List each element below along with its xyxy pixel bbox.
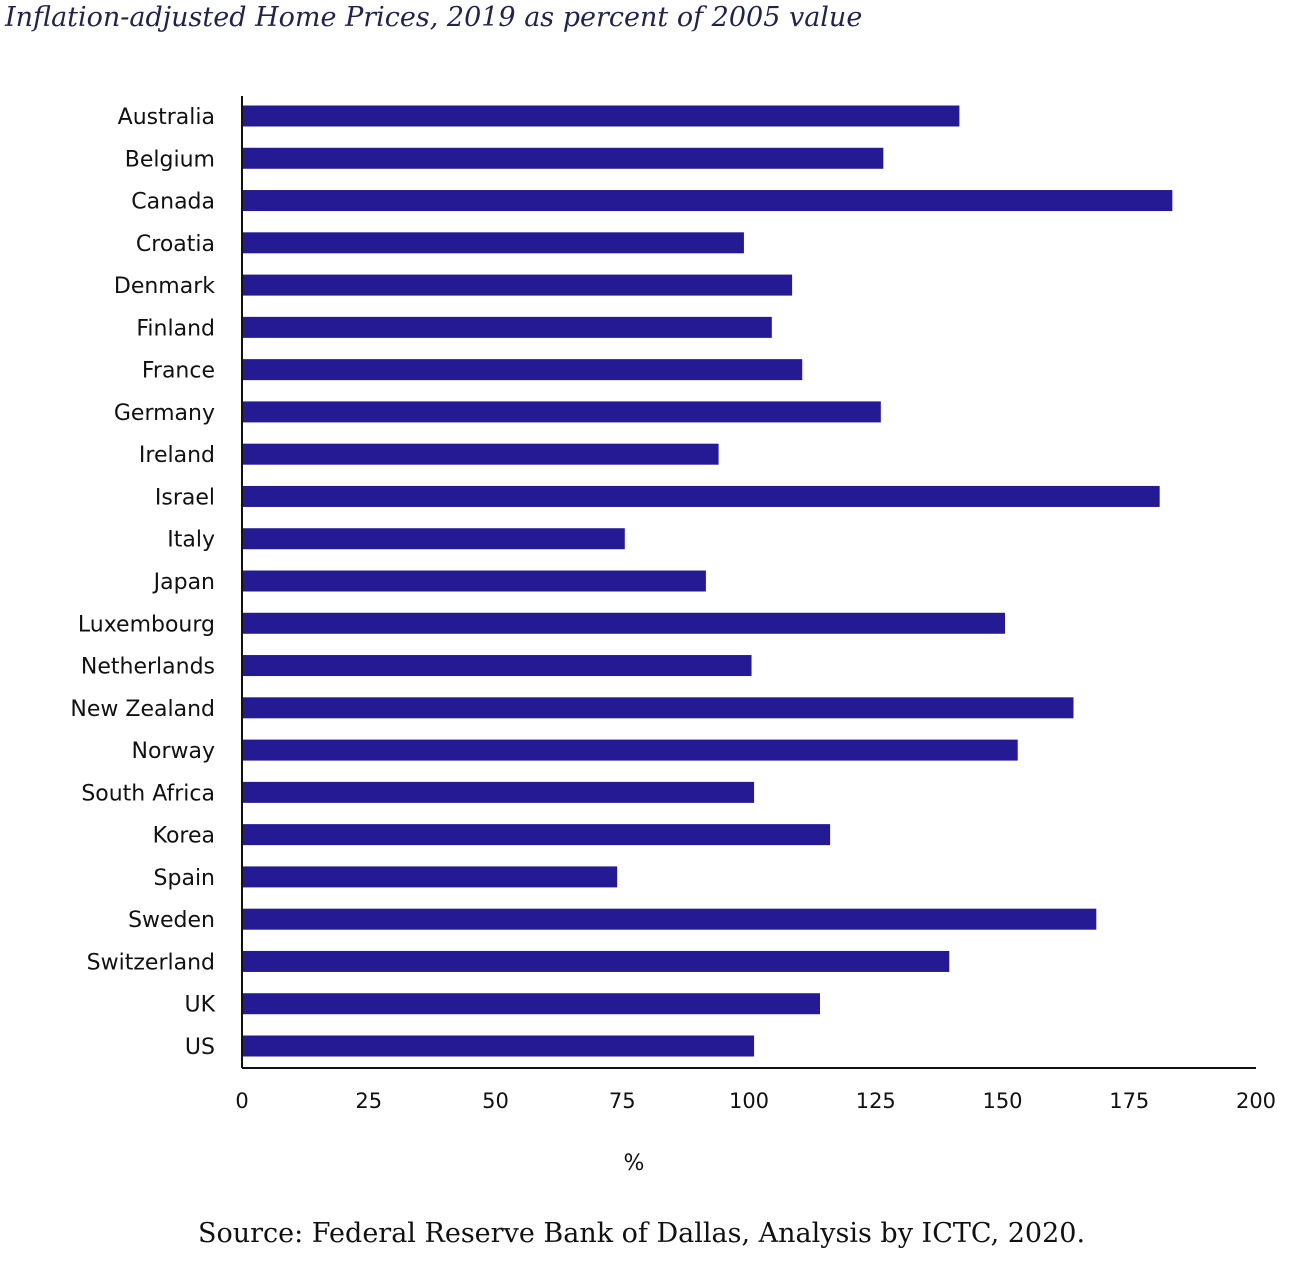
x-tick-label: 25 — [355, 1089, 382, 1113]
category-label: Belgium — [125, 147, 215, 172]
bar — [242, 697, 1074, 719]
category-label: Netherlands — [81, 655, 215, 680]
x-tick-label: 0 — [235, 1089, 248, 1113]
x-tick-label: 150 — [982, 1089, 1022, 1113]
bar — [242, 443, 719, 465]
category-label: Japan — [152, 570, 215, 595]
bar — [242, 908, 1097, 930]
category-label: Spain — [154, 866, 215, 891]
bar — [242, 781, 755, 803]
category-label: Korea — [153, 824, 215, 849]
bar — [242, 1035, 755, 1057]
x-tick-label: 125 — [856, 1089, 896, 1113]
bar — [242, 401, 881, 423]
category-label: UK — [184, 993, 215, 1018]
bar — [242, 274, 793, 296]
bar — [242, 612, 1006, 634]
category-label: Finland — [136, 316, 215, 341]
bar-chart: Australia Belgium Canada Croatia Denmark Finl… — [70, 96, 1276, 1176]
bar — [242, 105, 960, 127]
source-note: Source: Federal Reserve Bank of Dallas, … — [197, 1218, 1086, 1249]
category-label: Australia — [118, 105, 215, 130]
bar — [242, 528, 625, 550]
bar — [242, 232, 744, 254]
bar — [242, 485, 1160, 507]
x-axis-label: % — [624, 1151, 645, 1176]
category-label: New Zealand — [70, 697, 215, 722]
chart-title: Inflation-adjusted Home Prices, 2019 as … — [5, 2, 863, 33]
x-tick-label: 100 — [729, 1089, 769, 1113]
category-label: Croatia — [136, 232, 215, 257]
category-label: Ireland — [139, 443, 215, 468]
category-label: France — [142, 359, 215, 384]
category-label: Switzerland — [87, 950, 215, 975]
bar — [242, 739, 1018, 761]
x-tick-label: 200 — [1236, 1089, 1276, 1113]
bar — [242, 190, 1173, 212]
bar — [242, 570, 706, 592]
category-label: South Africa — [81, 781, 215, 806]
bar — [242, 993, 820, 1015]
category-labels: Australia Belgium Canada Croatia Denmark Finl… — [70, 105, 215, 1060]
bars-group — [242, 105, 1173, 1057]
bar — [242, 655, 752, 677]
x-tick-label: 175 — [1109, 1089, 1149, 1113]
category-label: Luxembourg — [78, 612, 215, 637]
category-label: US — [185, 1035, 215, 1060]
x-tick-label: 75 — [609, 1089, 636, 1113]
category-label: Israel — [155, 485, 215, 510]
bar — [242, 316, 772, 338]
bar — [242, 950, 950, 972]
bar — [242, 359, 803, 381]
category-label: Denmark — [114, 274, 215, 299]
x-tick-labels: 0 25 50 75 100 125 150 175 200 — [235, 1089, 1276, 1113]
category-label: Canada — [131, 190, 215, 215]
x-tick-label: 50 — [482, 1089, 509, 1113]
category-label: Italy — [167, 528, 215, 553]
bar — [242, 824, 831, 846]
category-label: Sweden — [128, 908, 215, 933]
bar — [242, 866, 618, 888]
category-label: Norway — [132, 739, 215, 764]
bar — [242, 147, 884, 169]
category-label: Germany — [114, 401, 215, 426]
